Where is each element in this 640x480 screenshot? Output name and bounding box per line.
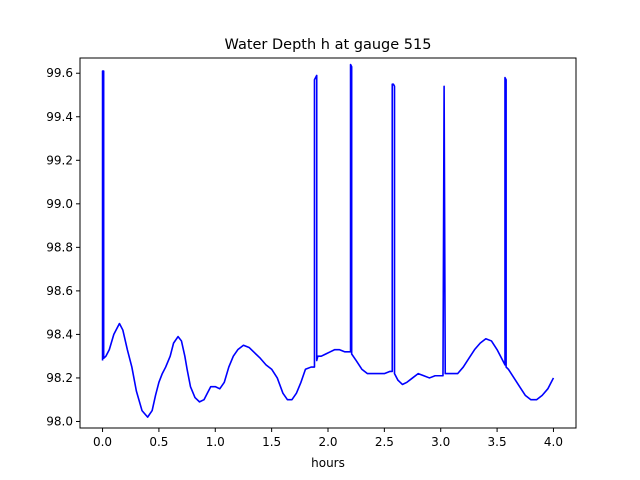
plot-area [101, 63, 555, 418]
x-tick-label: 4.0 [544, 435, 563, 449]
series-line-0 [101, 63, 555, 418]
axes-frame [79, 57, 577, 429]
x-tick-label: 0.5 [149, 435, 168, 449]
x-tick-label: 3.5 [488, 435, 507, 449]
y-axis-ticks: 98.0 98.2 98.4 98.6 98.8 99.0 99.2 99.4 99.6 [46, 66, 80, 428]
x-tick-label: 2.0 [318, 435, 337, 449]
y-tick-label: 98.4 [46, 327, 73, 341]
y-tick-label: 98.0 [46, 414, 73, 428]
x-tick-label: 2.5 [375, 435, 394, 449]
x-tick-label: 1.5 [262, 435, 281, 449]
y-tick-label: 98.8 [46, 240, 73, 254]
y-tick-label: 99.0 [46, 197, 73, 211]
x-tick-label: 0.0 [93, 435, 112, 449]
x-tick-label: 1.0 [206, 435, 225, 449]
x-axis-ticks: 0.0 0.5 1.0 1.5 2.0 2.5 3.0 3.5 4.0 [93, 428, 563, 449]
x-axis-label: hours [311, 456, 345, 470]
chart-title: Water Depth h at gauge 515 [225, 37, 432, 53]
y-tick-label: 98.6 [46, 284, 73, 298]
y-tick-label: 99.4 [46, 110, 73, 124]
x-tick-label: 3.0 [431, 435, 450, 449]
y-tick-label: 99.2 [46, 153, 73, 167]
y-tick-label: 98.2 [46, 371, 73, 385]
y-tick-label: 99.6 [46, 66, 73, 80]
